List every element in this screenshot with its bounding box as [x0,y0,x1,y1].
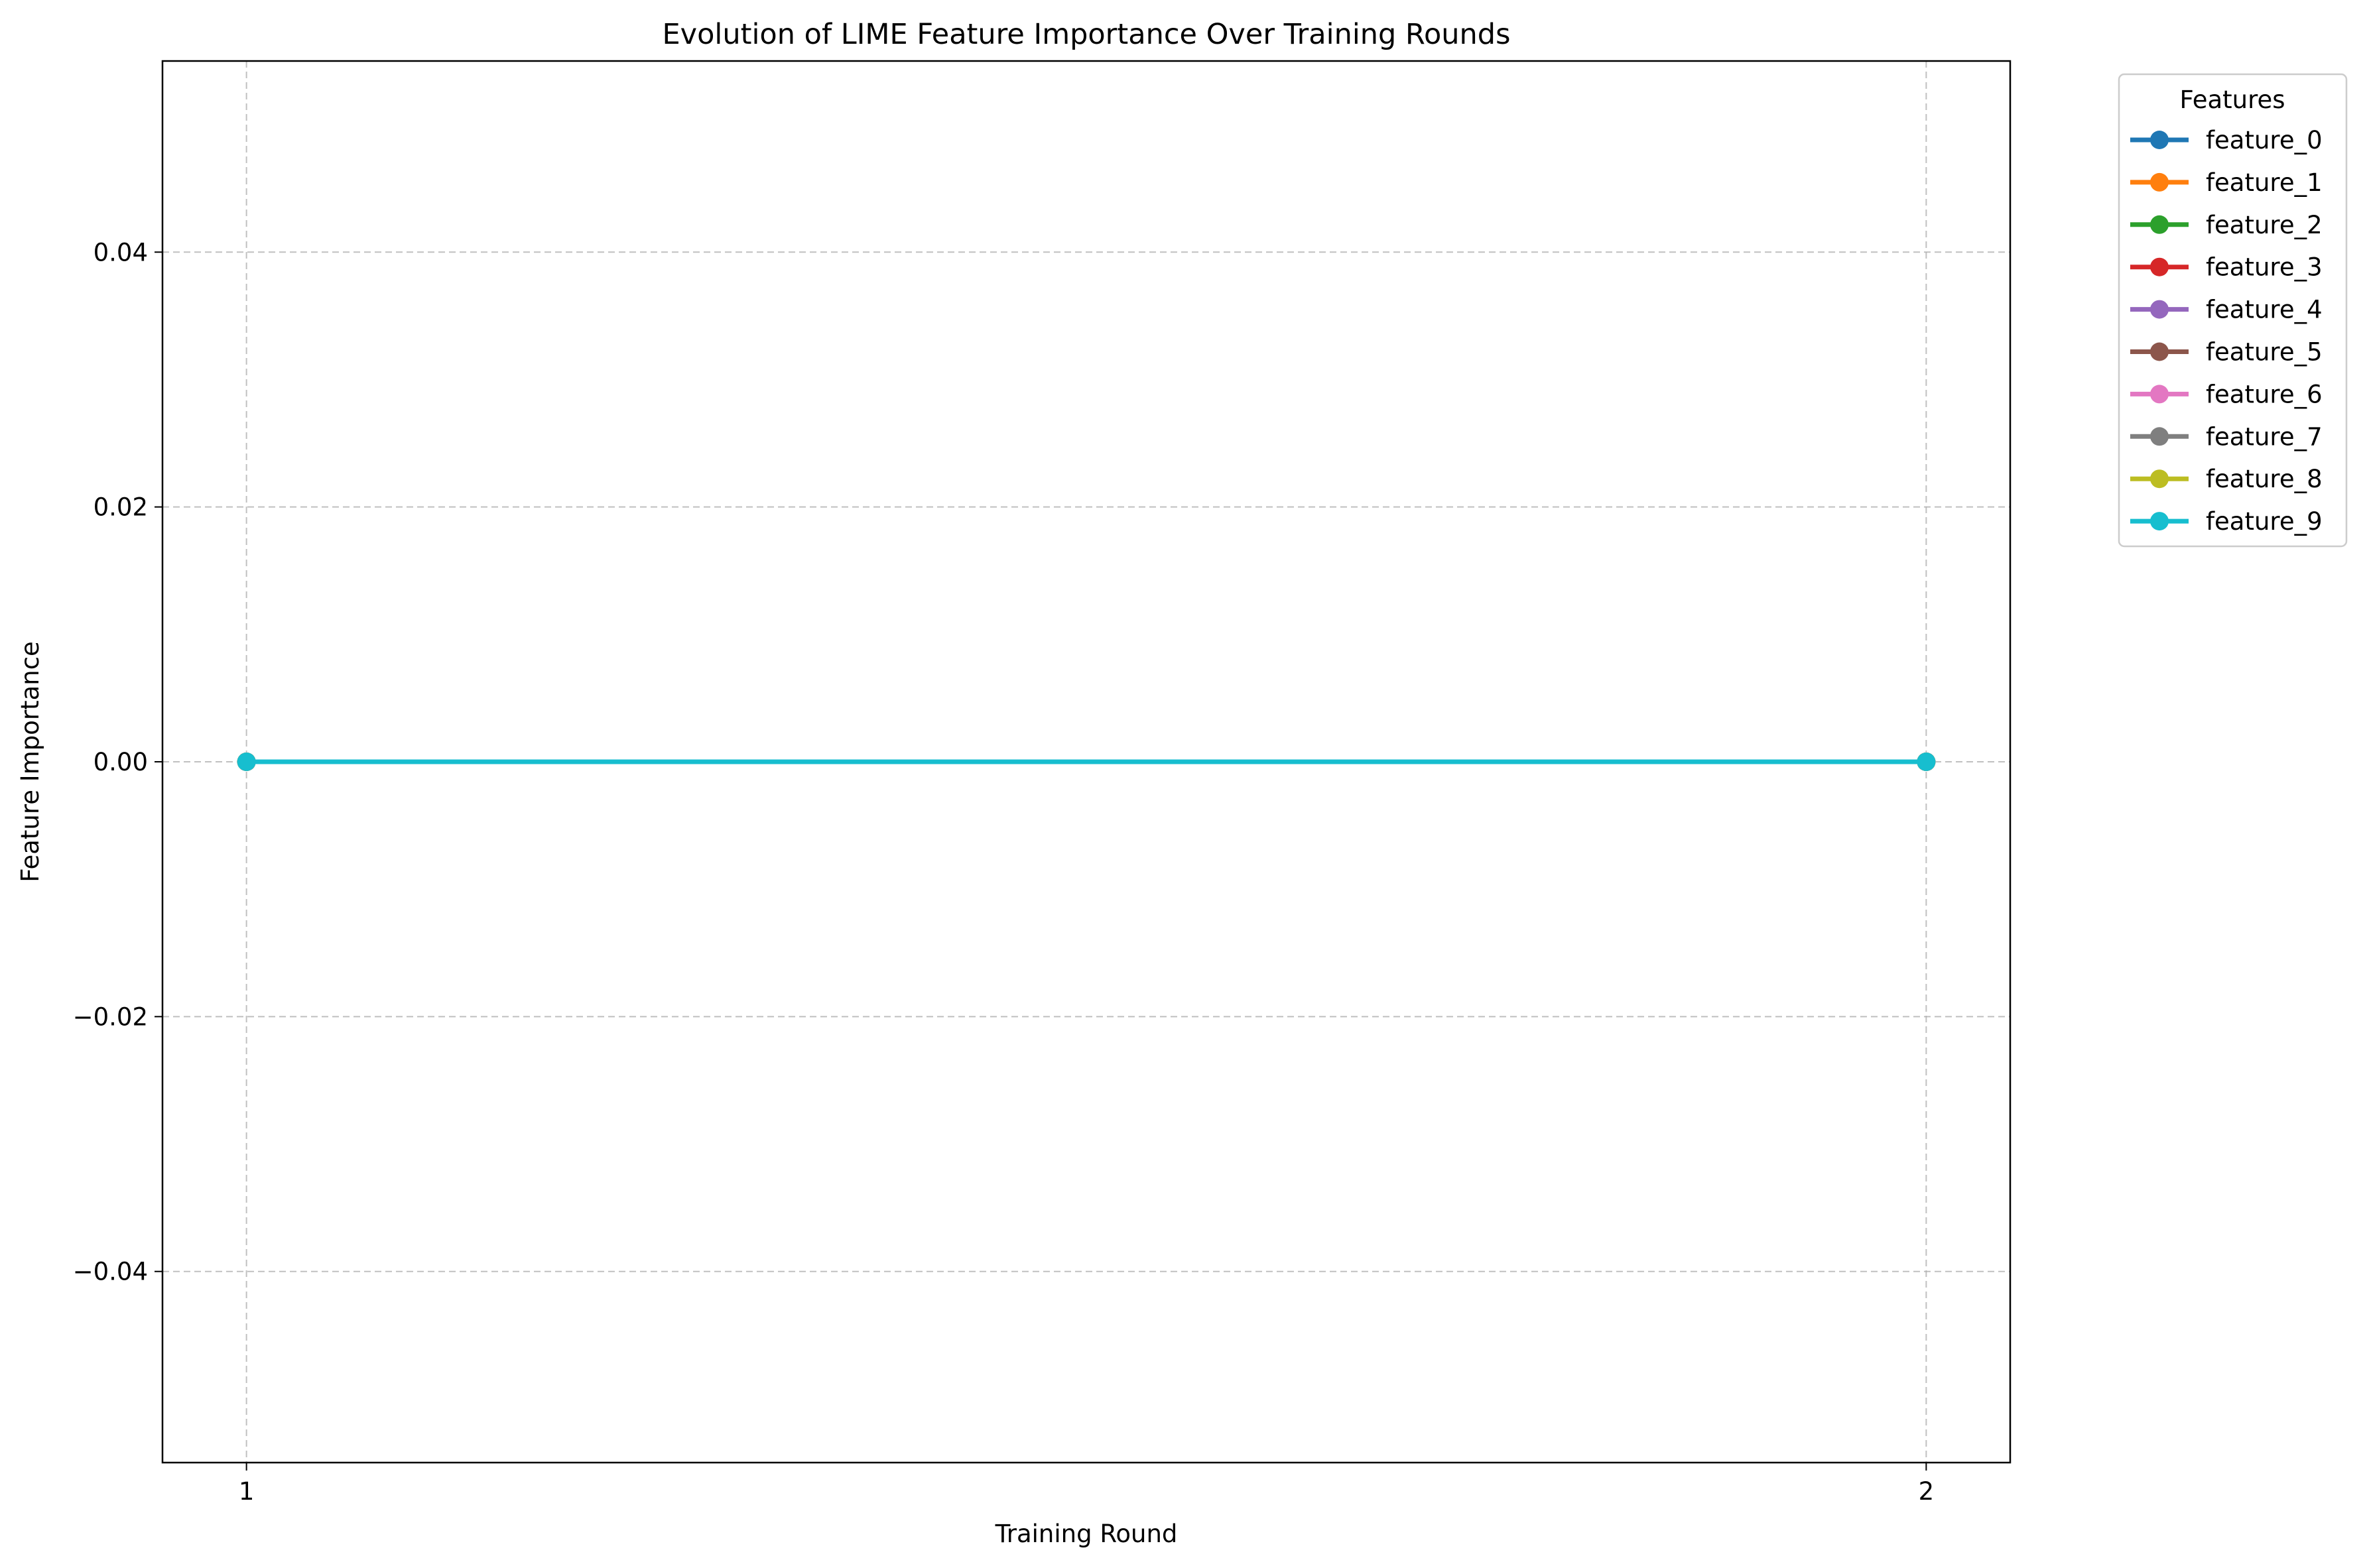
legend-label: feature_8 [2206,465,2323,493]
data-point [1917,753,1936,771]
legend-marker [2150,131,2169,149]
series-feature_9 [237,753,1936,771]
legend-marker [2150,172,2169,192]
legend-marker [2150,427,2169,446]
legend-entry: feature_6 [2130,380,2323,408]
legend-entry: feature_9 [2130,507,2323,536]
y-tick-label: 0.04 [94,238,148,267]
legend-box [2118,73,2348,548]
legend-entry: feature_3 [2130,253,2323,282]
legend-marker [2150,215,2169,234]
y-tick-label: −0.04 [73,1258,148,1286]
legend-entry: feature_5 [2130,338,2323,367]
legend-entry: feature_8 [2130,465,2323,493]
legend-marker [2150,342,2169,361]
series-group [237,753,1936,771]
legend-label: feature_5 [2206,338,2323,367]
legend-label: feature_3 [2206,253,2323,282]
y-tick-label: 0.00 [94,748,148,776]
legend-marker [2150,512,2169,531]
legend-marker [2150,300,2169,319]
x-tick-label: 2 [1919,1477,1935,1506]
y-axis-label: Feature Importance [16,641,44,882]
legend-entry: feature_1 [2130,168,2323,197]
legend-entry: feature_4 [2130,296,2323,324]
x-axis-label: Training Round [995,1520,1178,1548]
x-tick-label: 1 [239,1477,255,1506]
legend-label: feature_0 [2206,126,2323,154]
legend-marker [2150,385,2169,404]
legend-marker [2150,469,2169,489]
legend-label: feature_6 [2206,380,2323,408]
legend-label: feature_1 [2206,168,2323,197]
legend: Features feature_0feature_1feature_2feat… [2118,73,2348,548]
chart-title: Evolution of LIME Feature Importance Ove… [663,18,1511,51]
y-tick-label: −0.02 [73,1002,148,1031]
legend-label: feature_2 [2206,211,2323,239]
legend-entries: feature_0 feature_1 feature_2 feature_3feat… [2130,126,2323,536]
legend-title: Features [2179,86,2285,114]
legend-entry: feature_0 [2130,126,2323,154]
legend-entry: feature_2 [2130,211,2323,239]
data-point [237,753,256,771]
legend-entry: feature_7 [2130,422,2323,451]
legend-label: feature_9 [2206,507,2323,536]
legend-label: feature_7 [2206,422,2323,451]
legend-marker [2150,257,2169,276]
y-axis-ticks: −0.04 −0.02 0.00 0.02 0.04 [73,238,162,1286]
y-tick-label: 0.02 [94,493,148,522]
legend-label: feature_4 [2206,296,2323,324]
